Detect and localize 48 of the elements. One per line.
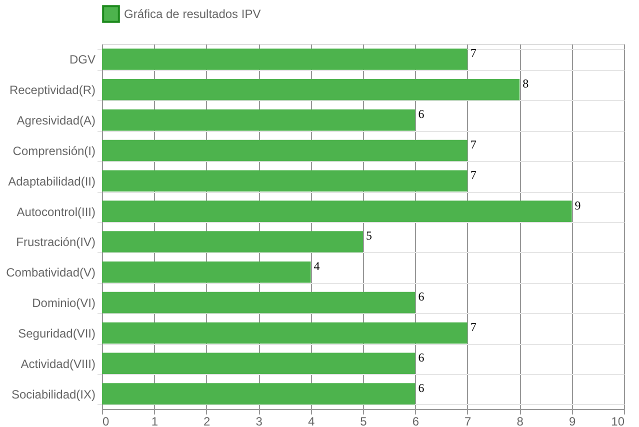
- y-tick-label: Adaptabilidad(II): [8, 174, 96, 188]
- data-label: 4: [314, 259, 320, 274]
- data-label: 7: [470, 137, 476, 152]
- data-label: 7: [470, 168, 476, 182]
- x-tick-label: 6: [412, 414, 420, 427]
- data-label: 6: [418, 350, 424, 364]
- y-tick-label: Receptividad(R): [9, 83, 96, 98]
- data-label: 6: [418, 107, 424, 122]
- data-label: 7: [470, 46, 476, 60]
- bar: [102, 200, 572, 222]
- bar: [102, 261, 311, 283]
- bar: [102, 170, 468, 192]
- y-tick-label: DGV: [69, 52, 96, 67]
- bar: [102, 109, 416, 131]
- bar: [102, 231, 363, 252]
- y-tick-label: Combatividad(V): [6, 266, 96, 280]
- data-label: 8: [522, 76, 529, 91]
- x-tick-label: 5: [360, 414, 368, 427]
- bar: [102, 352, 416, 374]
- y-tick-label: Sociabilidad(IX): [11, 387, 96, 402]
- y-tick-label: Actividad(VIII): [20, 356, 96, 371]
- x-tick-label: 9: [568, 414, 576, 427]
- bar: [102, 140, 468, 162]
- y-tick-label: Frustración(IV): [16, 235, 96, 250]
- x-tick-label: 1: [151, 414, 158, 427]
- data-label: 6: [418, 290, 424, 304]
- x-tick-label: 2: [204, 414, 211, 427]
- x-tick-label: 3: [256, 414, 263, 427]
- bar: [102, 78, 520, 100]
- y-tick-label: Autocontrol(III): [16, 204, 96, 219]
- bar: [102, 383, 416, 404]
- x-tick-label: 0: [102, 414, 110, 427]
- bar: [102, 48, 468, 70]
- bar: [102, 322, 468, 344]
- x-tick-label: 10: [611, 414, 625, 427]
- x-tick-label: 8: [516, 414, 524, 427]
- y-tick-label: Seguridad(VII): [18, 326, 96, 340]
- data-label: 7: [470, 320, 476, 334]
- y-tick-label: Comprensión(I): [12, 144, 96, 158]
- data-label: 9: [574, 198, 581, 212]
- y-tick-label: Dominio(VI): [32, 296, 96, 310]
- y-tick-label: Agresividad(A): [16, 114, 96, 128]
- bar: [102, 292, 416, 314]
- x-tick-label: 7: [464, 414, 472, 427]
- data-label: 6: [418, 380, 424, 395]
- x-tick-label: 4: [308, 414, 315, 427]
- legend-label: Gráfica de resultados IPV: [124, 7, 261, 21]
- data-label: 5: [366, 228, 372, 243]
